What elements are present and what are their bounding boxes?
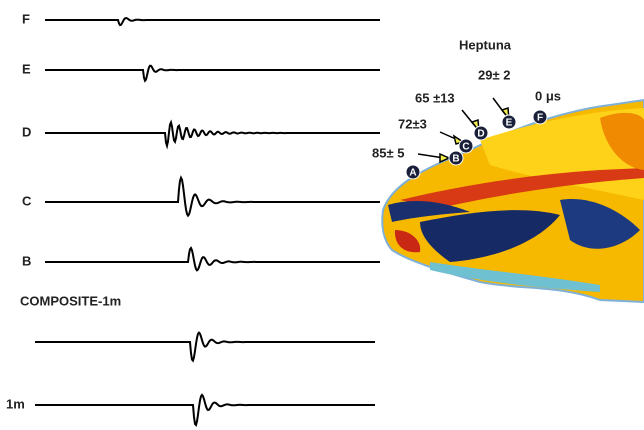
node-label: D (477, 129, 484, 140)
node-marker (532, 109, 548, 125)
node-label: C (462, 142, 469, 153)
waveform (45, 119, 380, 150)
hydrophone-node: A (405, 164, 421, 180)
waveform (45, 64, 380, 83)
delay-annotation: 29± 2 (478, 67, 510, 82)
node-label: F (537, 113, 543, 124)
hydrophone-node: C (458, 138, 474, 154)
node-marker (473, 125, 489, 141)
delay-annotation: 72±3 (398, 116, 427, 131)
node-marker (501, 114, 517, 130)
waveform (35, 393, 375, 428)
trace-label: F (22, 11, 30, 26)
delay-annotation: 85± 5 (372, 145, 404, 160)
trace-label: B (22, 253, 31, 268)
specimen-image (381, 98, 644, 304)
waveform (45, 175, 380, 218)
waveform (45, 16, 380, 27)
trace-label: 1m (6, 396, 25, 411)
hydrophone-node: B (448, 150, 464, 166)
composite-title: COMPOSITE-1m (20, 293, 121, 308)
trace-label: D (22, 124, 31, 139)
delay-annotation: 65 ±13 (415, 90, 455, 105)
trace-label: C (22, 193, 32, 208)
node-marker (458, 138, 474, 154)
hydrophone-node: D (473, 125, 489, 141)
delay-annotation: 0 μs (535, 88, 561, 103)
node-marker (405, 164, 421, 180)
hydrophone-node: F (532, 109, 548, 125)
node-label: B (452, 154, 459, 165)
waveform (35, 331, 375, 363)
figure-title: Heptuna (459, 37, 512, 52)
hydrophone-node: E (501, 114, 517, 130)
waveform (45, 246, 380, 272)
node-marker (448, 150, 464, 166)
trace-label: E (22, 61, 31, 76)
node-label: A (409, 168, 416, 179)
node-label: E (506, 118, 513, 129)
